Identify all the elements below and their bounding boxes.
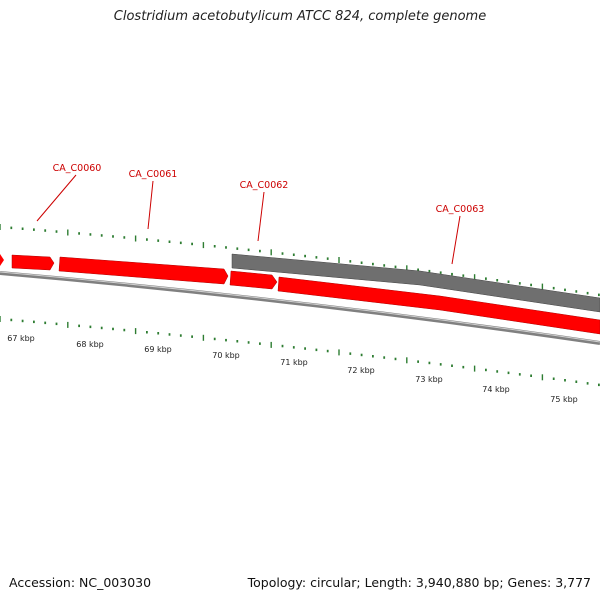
map-title: Clostridium acetobutylicum ATCC 824, com… bbox=[113, 9, 487, 24]
scale-label: 75 kbp bbox=[550, 395, 578, 404]
gene-arrow-ca-c0061[interactable] bbox=[58, 256, 229, 285]
gene-label-ca-c0063[interactable]: CA_C0063 bbox=[436, 204, 485, 215]
lower-gc-ticks bbox=[0, 316, 600, 387]
genome-summary-text: Topology: circular; Length: 3,940,880 bp… bbox=[247, 575, 591, 590]
scale-label: 70 kbp bbox=[212, 351, 240, 360]
backbone-highlight bbox=[0, 271, 600, 343]
gene-arrow-ca-c0063-a[interactable] bbox=[229, 270, 278, 290]
gene-features bbox=[0, 253, 600, 335]
scale-label: 72 kbp bbox=[347, 366, 375, 375]
scale-label: 67 kbp bbox=[7, 334, 35, 343]
upper-gc-ticks bbox=[0, 224, 600, 297]
leader-line bbox=[451, 215, 461, 265]
backbone-arc bbox=[0, 271, 600, 345]
scale-label: 74 kbp bbox=[482, 385, 510, 394]
scale-label: 69 kbp bbox=[144, 345, 172, 354]
gene-label-ca-c0062[interactable]: CA_C0062 bbox=[240, 180, 289, 191]
leader-line bbox=[257, 191, 265, 242]
scale-label: 73 kbp bbox=[415, 375, 443, 384]
gene-arrow-ca-c0063-b[interactable] bbox=[277, 276, 600, 335]
gene-labels: CA_C0060 CA_C0061 CA_C0062 CA_C0063 bbox=[36, 163, 485, 265]
accession-text: Accession: NC_003030 bbox=[9, 575, 152, 590]
gene-label-ca-c0060[interactable]: CA_C0060 bbox=[53, 163, 102, 174]
leader-line bbox=[36, 174, 77, 222]
gene-arrow-ca-c0062[interactable] bbox=[231, 253, 600, 313]
gene-arrow-pre[interactable] bbox=[0, 254, 4, 266]
scale-label: 71 kbp bbox=[280, 358, 308, 367]
gene-arrow-ca-c0060[interactable] bbox=[11, 254, 55, 271]
leader-line bbox=[147, 180, 154, 230]
genome-backbone bbox=[0, 271, 600, 345]
scale-label: 68 kbp bbox=[76, 340, 104, 349]
gene-label-ca-c0061[interactable]: CA_C0061 bbox=[129, 169, 178, 180]
scale-labels: 67 kbp 68 kbp 69 kbp 70 kbp 71 kbp 72 kb… bbox=[7, 334, 578, 404]
